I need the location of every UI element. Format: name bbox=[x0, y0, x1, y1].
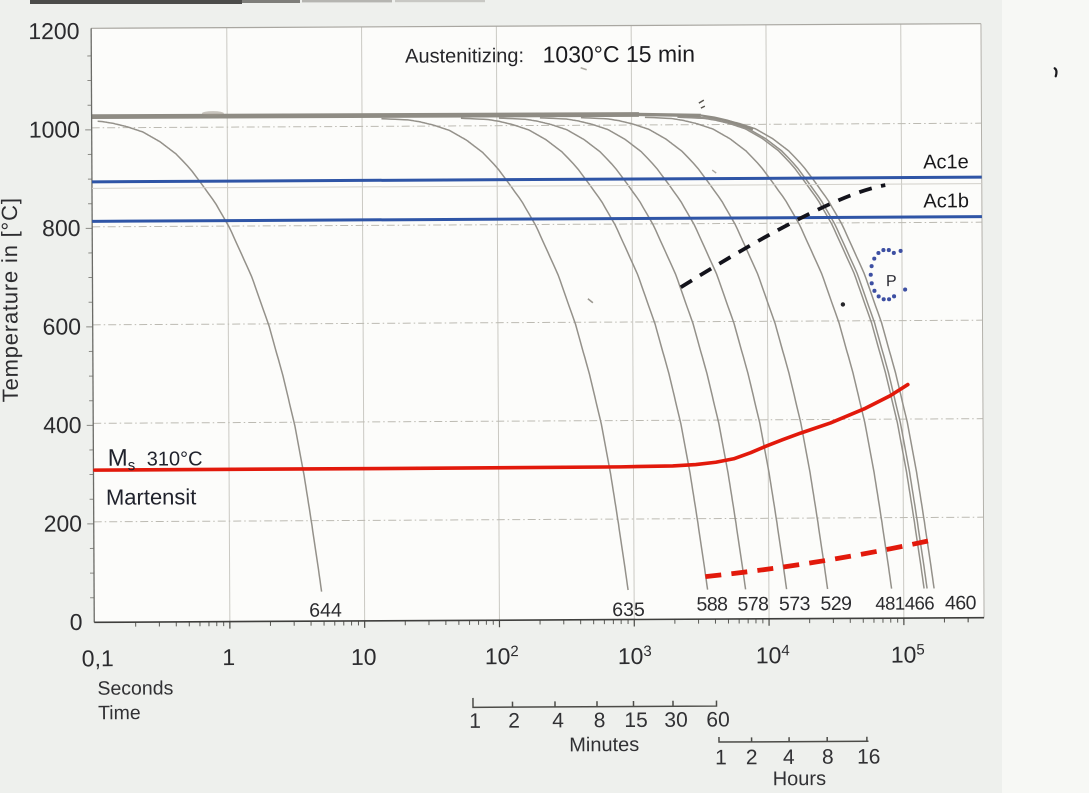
svg-text:30: 30 bbox=[664, 709, 687, 732]
svg-text:1: 1 bbox=[715, 746, 727, 769]
svg-text:Ac1e: Ac1e bbox=[923, 151, 969, 173]
svg-text:2: 2 bbox=[508, 710, 520, 733]
svg-text:1000: 1000 bbox=[29, 116, 80, 142]
svg-text:466: 466 bbox=[905, 592, 935, 613]
svg-text:8: 8 bbox=[822, 746, 834, 769]
svg-text:Time: Time bbox=[98, 702, 141, 724]
svg-text:310°C: 310°C bbox=[147, 448, 203, 470]
svg-text:200: 200 bbox=[44, 510, 83, 536]
svg-text:588: 588 bbox=[696, 594, 727, 616]
svg-text:2: 2 bbox=[746, 746, 758, 769]
svg-text:60: 60 bbox=[706, 708, 729, 731]
svg-text:1200: 1200 bbox=[28, 18, 79, 44]
svg-text:529: 529 bbox=[820, 593, 851, 615]
svg-text:Martensit: Martensit bbox=[106, 484, 197, 509]
svg-text:4: 4 bbox=[783, 746, 795, 769]
svg-text:0,1: 0,1 bbox=[82, 645, 114, 671]
svg-text:10: 10 bbox=[351, 644, 377, 670]
svg-text:Temperature in [°C]: Temperature in [°C] bbox=[0, 197, 23, 402]
svg-text:644: 644 bbox=[309, 600, 342, 622]
svg-text:1: 1 bbox=[469, 710, 481, 733]
svg-text:Ms: Ms bbox=[108, 445, 136, 475]
svg-text:573: 573 bbox=[779, 593, 810, 615]
svg-text:8: 8 bbox=[594, 709, 606, 732]
svg-text:Hours: Hours bbox=[773, 768, 826, 790]
svg-text:460: 460 bbox=[945, 592, 977, 614]
svg-text:400: 400 bbox=[43, 412, 82, 438]
svg-text:600: 600 bbox=[43, 313, 82, 339]
svg-text:4: 4 bbox=[552, 709, 564, 732]
svg-text:800: 800 bbox=[42, 215, 81, 241]
svg-text:Austenitizing:: Austenitizing: bbox=[405, 45, 524, 68]
svg-text:Seconds: Seconds bbox=[97, 677, 173, 699]
svg-text:Minutes: Minutes bbox=[569, 734, 639, 756]
svg-text:0: 0 bbox=[70, 609, 83, 635]
svg-text:15: 15 bbox=[624, 709, 647, 732]
svg-text:P: P bbox=[886, 273, 897, 290]
svg-text:103: 103 bbox=[618, 643, 652, 669]
svg-text:578: 578 bbox=[737, 593, 768, 615]
svg-text:635: 635 bbox=[612, 599, 645, 621]
svg-text:1030°C 15 min: 1030°C 15 min bbox=[543, 41, 696, 68]
svg-text:Ac1b: Ac1b bbox=[923, 190, 969, 212]
svg-text:16: 16 bbox=[857, 746, 880, 769]
svg-text:481: 481 bbox=[875, 593, 905, 614]
svg-text:1: 1 bbox=[222, 644, 235, 670]
